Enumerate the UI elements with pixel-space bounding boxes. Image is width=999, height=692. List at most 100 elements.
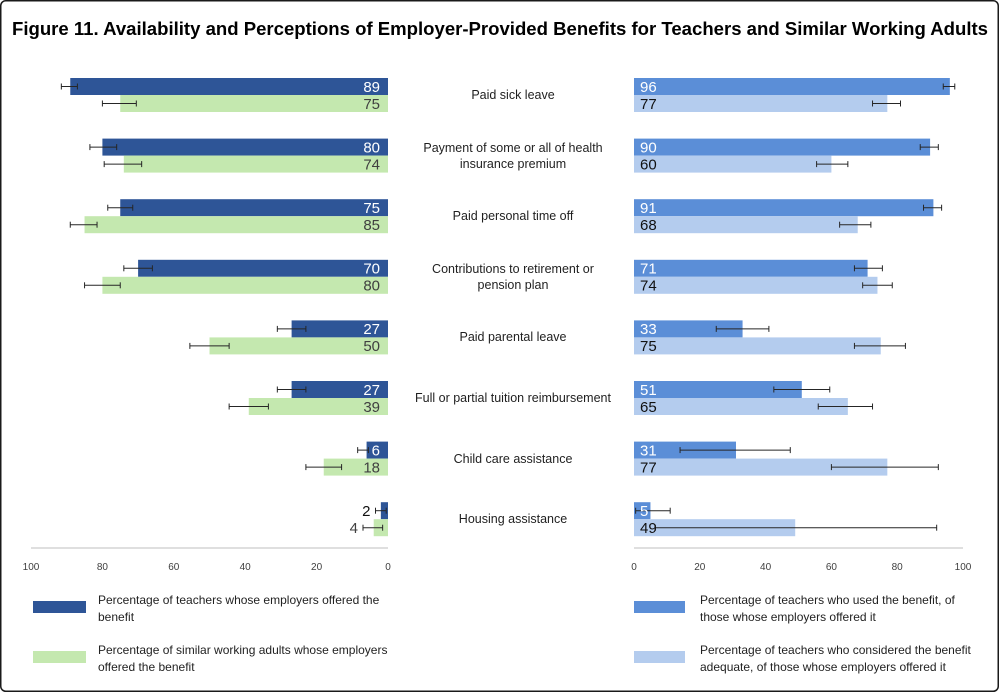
error-bar bbox=[276, 325, 307, 332]
bar bbox=[70, 78, 389, 95]
bar bbox=[634, 216, 858, 234]
x-tick-label: 40 bbox=[240, 562, 252, 573]
bar bbox=[634, 398, 848, 415]
error-bar bbox=[89, 144, 118, 151]
error-bar bbox=[942, 83, 956, 90]
bar-value-label: 27 bbox=[363, 382, 380, 399]
error-bar bbox=[816, 161, 849, 168]
bar-value-label: 74 bbox=[640, 278, 657, 295]
x-tick-label: 60 bbox=[826, 562, 838, 573]
bar bbox=[120, 199, 388, 217]
bar-value-label: 65 bbox=[640, 399, 657, 416]
legend-label: Percentage of similar working adults who… bbox=[98, 643, 388, 674]
left-panel: 89 80 75 70 27 27 6 2 75 74 85 80 50 39 18 4 100 80 60 40 20… bbox=[23, 78, 391, 573]
error-bar bbox=[189, 342, 230, 349]
bar-value-label: 18 bbox=[363, 459, 380, 476]
error-bar bbox=[654, 524, 938, 531]
bar-value-label: 60 bbox=[640, 156, 657, 173]
bar-value-label: 39 bbox=[363, 399, 380, 416]
error-bar bbox=[103, 161, 143, 168]
bar bbox=[634, 78, 950, 95]
error-bar bbox=[817, 403, 874, 410]
bar-value-label: 68 bbox=[640, 217, 657, 234]
bar-value-label: 71 bbox=[640, 261, 657, 278]
x-tick-label: 0 bbox=[385, 562, 391, 573]
legend-swatch bbox=[634, 651, 685, 663]
bar-value-label: 5 bbox=[640, 503, 648, 520]
category-label: Housing assistance bbox=[458, 512, 568, 527]
error-bar bbox=[773, 386, 831, 393]
bar-value-label: 70 bbox=[363, 261, 380, 278]
bar-value-label: 91 bbox=[640, 200, 657, 217]
category-label: Paid personal time off bbox=[452, 209, 574, 224]
legend-label: Percentage of teachers who used the bene… bbox=[700, 593, 955, 624]
error-bar bbox=[101, 100, 137, 107]
bar-value-label: 4 bbox=[350, 520, 358, 537]
category-label: Paid sick leave bbox=[471, 88, 555, 102]
bar bbox=[634, 276, 878, 294]
bar-value-label: 2 bbox=[362, 503, 370, 520]
category-label: Paid parental leave bbox=[459, 330, 567, 345]
x-tick-label: 0 bbox=[631, 562, 637, 573]
error-bar bbox=[839, 221, 872, 228]
bar bbox=[323, 458, 388, 476]
error-bar bbox=[635, 507, 671, 514]
chart-title: Figure 11. Availability and Perceptions … bbox=[12, 18, 988, 39]
bar-value-label: 33 bbox=[640, 321, 657, 338]
error-bar bbox=[830, 464, 939, 471]
bar bbox=[634, 155, 832, 173]
error-bar bbox=[375, 507, 387, 514]
bar-value-label: 74 bbox=[363, 156, 380, 173]
bar bbox=[84, 216, 389, 234]
category-label: Payment of some or all of health insuran… bbox=[423, 140, 603, 171]
error-bar bbox=[69, 221, 98, 228]
error-bar bbox=[123, 265, 153, 272]
x-tick-label: 20 bbox=[694, 562, 706, 573]
bar-value-label: 31 bbox=[640, 442, 657, 459]
x-tick-label: 100 bbox=[23, 562, 40, 573]
x-tick-label: 80 bbox=[97, 562, 109, 573]
category-label: Full or partial tuition reimbursement bbox=[415, 391, 611, 405]
error-bar bbox=[853, 342, 906, 349]
bar-value-label: 75 bbox=[363, 200, 380, 217]
bar bbox=[634, 199, 934, 217]
error-bar bbox=[84, 282, 121, 289]
error-bar bbox=[919, 144, 939, 151]
bar bbox=[291, 381, 388, 398]
bar-value-label: 77 bbox=[640, 96, 657, 113]
bar bbox=[102, 276, 389, 294]
bar-value-label: 77 bbox=[640, 459, 657, 476]
legend-swatch bbox=[33, 601, 86, 613]
legend-swatch bbox=[33, 651, 86, 663]
error-bar bbox=[862, 282, 893, 289]
bar-value-label: 89 bbox=[363, 79, 380, 96]
bar-value-label: 75 bbox=[640, 338, 657, 355]
bar bbox=[123, 155, 388, 173]
error-bar bbox=[715, 325, 770, 332]
bar bbox=[634, 381, 802, 398]
category-label: Contributions to retirement or pension p… bbox=[432, 261, 594, 292]
bar-value-label: 27 bbox=[363, 321, 380, 338]
bar bbox=[634, 337, 881, 355]
legend-label: Percentage of teachers whose employers o… bbox=[98, 593, 380, 624]
bar-value-label: 90 bbox=[640, 139, 657, 156]
bar bbox=[291, 320, 388, 338]
error-bar bbox=[679, 447, 791, 454]
category-label: Child care assistance bbox=[453, 451, 573, 466]
bar bbox=[634, 138, 931, 156]
bar bbox=[120, 95, 388, 112]
bar-value-label: 50 bbox=[363, 338, 380, 355]
error-bar bbox=[357, 447, 369, 454]
bar-value-label: 6 bbox=[372, 442, 380, 459]
error-bar bbox=[872, 100, 901, 107]
x-tick-label: 40 bbox=[760, 562, 772, 573]
right-panel: 96 90 91 71 33 51 31 5 77 60 68 74 75 65 77 49 0 20 40 60 80… bbox=[631, 78, 972, 573]
bar-value-label: 51 bbox=[640, 382, 657, 399]
error-bar bbox=[853, 265, 883, 272]
bar bbox=[634, 259, 868, 277]
error-bar bbox=[305, 464, 343, 471]
bar bbox=[138, 259, 388, 277]
legend-item: Percentage of teachers who used the bene… bbox=[634, 592, 984, 632]
